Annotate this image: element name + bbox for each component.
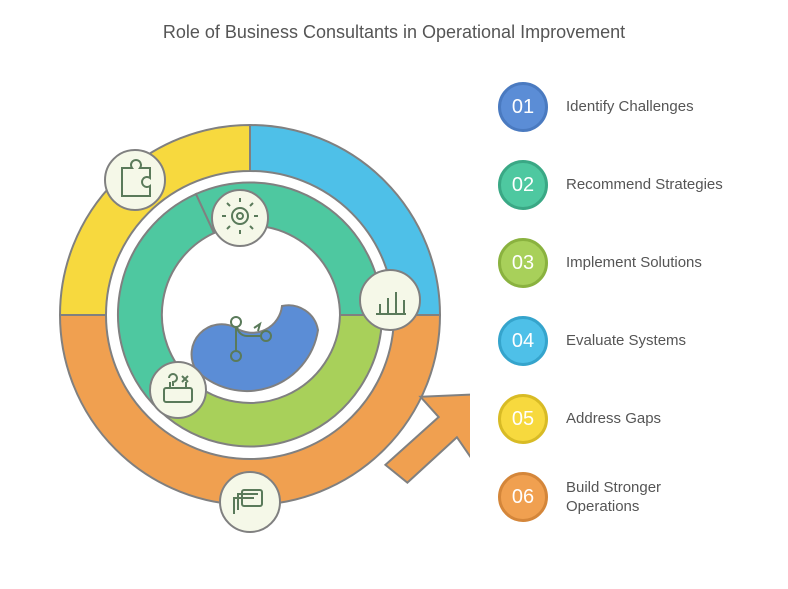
badge-02: 02	[498, 160, 548, 210]
spiral-diagram	[30, 70, 470, 570]
page-title: Role of Business Consultants in Operatio…	[0, 0, 788, 43]
badge-01: 01	[498, 82, 548, 132]
legend: 01 Identify Challenges 02 Recommend Stra…	[498, 82, 738, 550]
legend-item-02: 02 Recommend Strategies	[498, 160, 738, 210]
badge-06: 06	[498, 472, 548, 522]
legend-item-03: 03 Implement Solutions	[498, 238, 738, 288]
badge-04: 04	[498, 316, 548, 366]
gear-bulb-icon	[212, 190, 268, 246]
legend-label-05: Address Gaps	[566, 409, 661, 429]
legend-item-04: 04 Evaluate Systems	[498, 316, 738, 366]
infographic-stage: 01 Identify Challenges 02 Recommend Stra…	[0, 60, 788, 589]
legend-label-06: Build Stronger Operations	[566, 478, 738, 517]
arc-01	[192, 305, 318, 391]
layers-icon	[220, 472, 280, 532]
legend-label-04: Evaluate Systems	[566, 331, 686, 351]
badge-03: 03	[498, 238, 548, 288]
badge-05: 05	[498, 394, 548, 444]
legend-label-01: Identify Challenges	[566, 97, 694, 117]
legend-item-01: 01 Identify Challenges	[498, 82, 738, 132]
puzzle-icon	[105, 150, 165, 210]
legend-item-05: 05 Address Gaps	[498, 394, 738, 444]
legend-label-03: Implement Solutions	[566, 253, 702, 273]
toolbox-icon	[150, 362, 206, 418]
bars-icon	[360, 270, 420, 330]
legend-label-02: Recommend Strategies	[566, 175, 723, 195]
legend-item-06: 06 Build Stronger Operations	[498, 472, 738, 522]
